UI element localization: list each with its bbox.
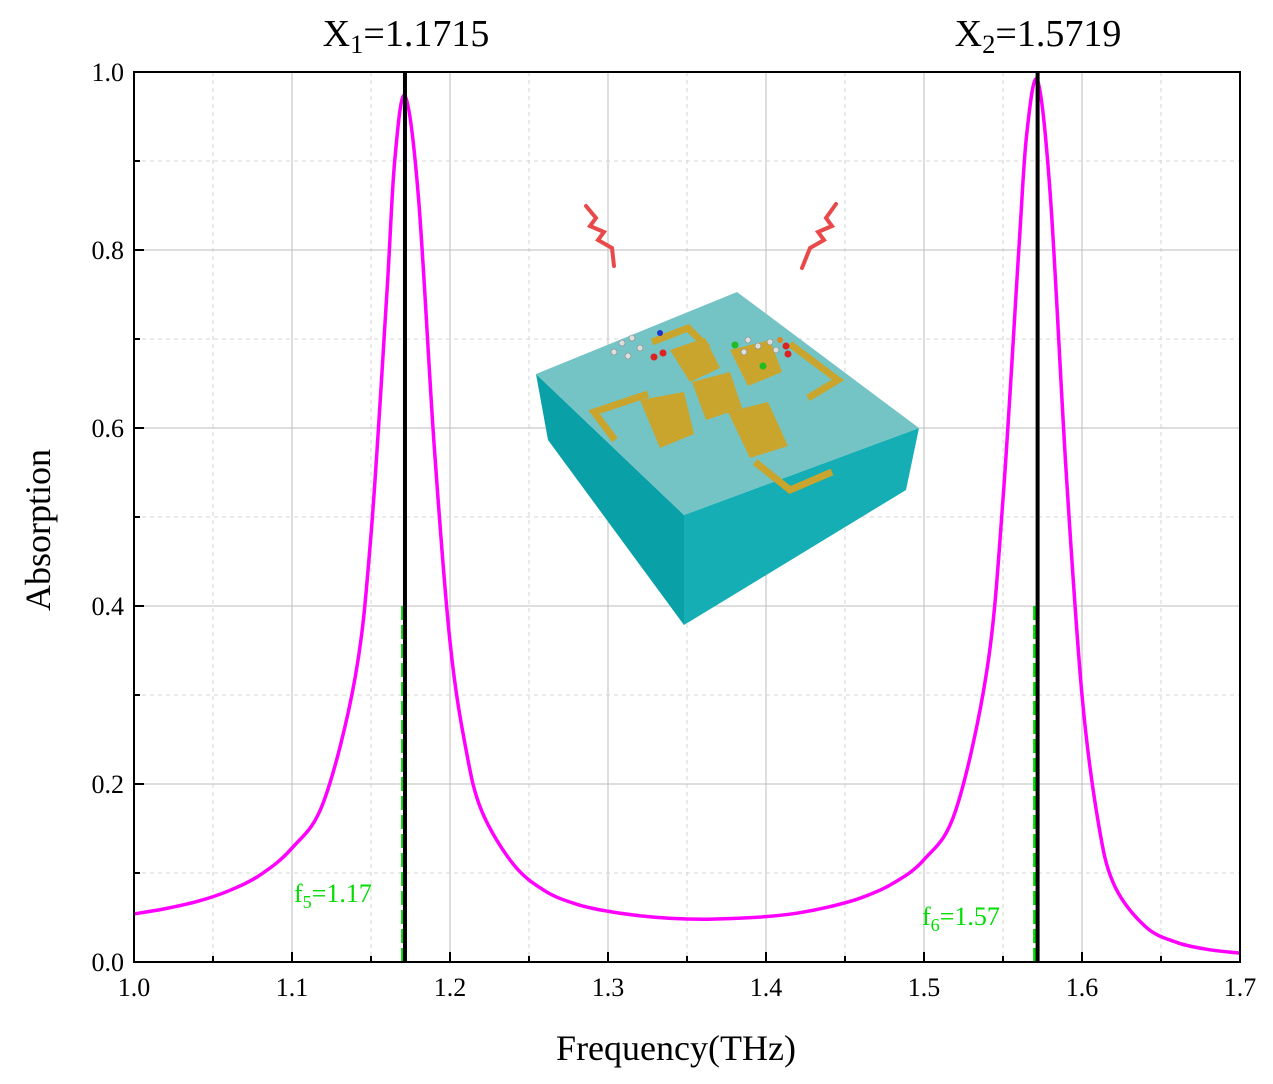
marker-x1-label: X1=1.1715 — [323, 13, 490, 59]
gold-patch-top — [670, 338, 720, 382]
x-tick-label: 1.0 — [118, 973, 151, 1002]
annotation-f6-label: f6=1.57 — [922, 902, 1000, 935]
split-ring-bottom — [752, 459, 834, 495]
inset-absorber-illustration — [536, 202, 919, 625]
terahertz-wave-right — [800, 202, 838, 270]
annotation-f5-label: f5=1.17 — [294, 879, 372, 912]
substrate-right-face — [684, 428, 919, 625]
axis-ticks: 1.0 1.1 1.2 1.3 1.4 1.5 1.6 1.7 0.0 0.2 0.4 0.6 0.8 1… — [92, 58, 1257, 1002]
x-tick-label: 1.4 — [750, 973, 783, 1002]
terahertz-wave-left — [584, 204, 616, 268]
marker-lines — [402, 72, 1040, 962]
y-tick-label: 0.4 — [92, 592, 125, 621]
x-tick-label: 1.6 — [1066, 973, 1099, 1002]
y-tick-label: 0.2 — [92, 770, 125, 799]
y-tick-label: 0.0 — [92, 948, 125, 977]
split-ring-left — [588, 390, 650, 443]
x-tick-label: 1.3 — [592, 973, 625, 1002]
molecules — [610, 330, 792, 370]
x-tick-label: 1.5 — [908, 973, 941, 1002]
x-axis-title: Frequency(THz) — [556, 1028, 796, 1068]
substrate-left-face — [536, 374, 684, 625]
gold-patch-left — [640, 392, 694, 448]
gold-patch-bottom — [728, 402, 788, 458]
x-tick-label: 1.1 — [276, 973, 309, 1002]
y-tick-label: 0.6 — [92, 414, 125, 443]
x-tick-label: 1.2 — [434, 973, 467, 1002]
gold-center-cross — [640, 338, 788, 458]
gold-center — [692, 372, 742, 420]
annotation-lines — [401, 606, 1037, 962]
absorption-curve — [133, 77, 1241, 955]
marker-x2-label: X2=1.5719 — [955, 13, 1122, 59]
y-axis-title: Absorption — [18, 449, 58, 611]
y-tick-label: 1.0 — [92, 58, 125, 87]
y-tick-label: 0.8 — [92, 236, 125, 265]
split-ring-right — [787, 341, 845, 402]
x-tick-label: 1.7 — [1224, 973, 1257, 1002]
